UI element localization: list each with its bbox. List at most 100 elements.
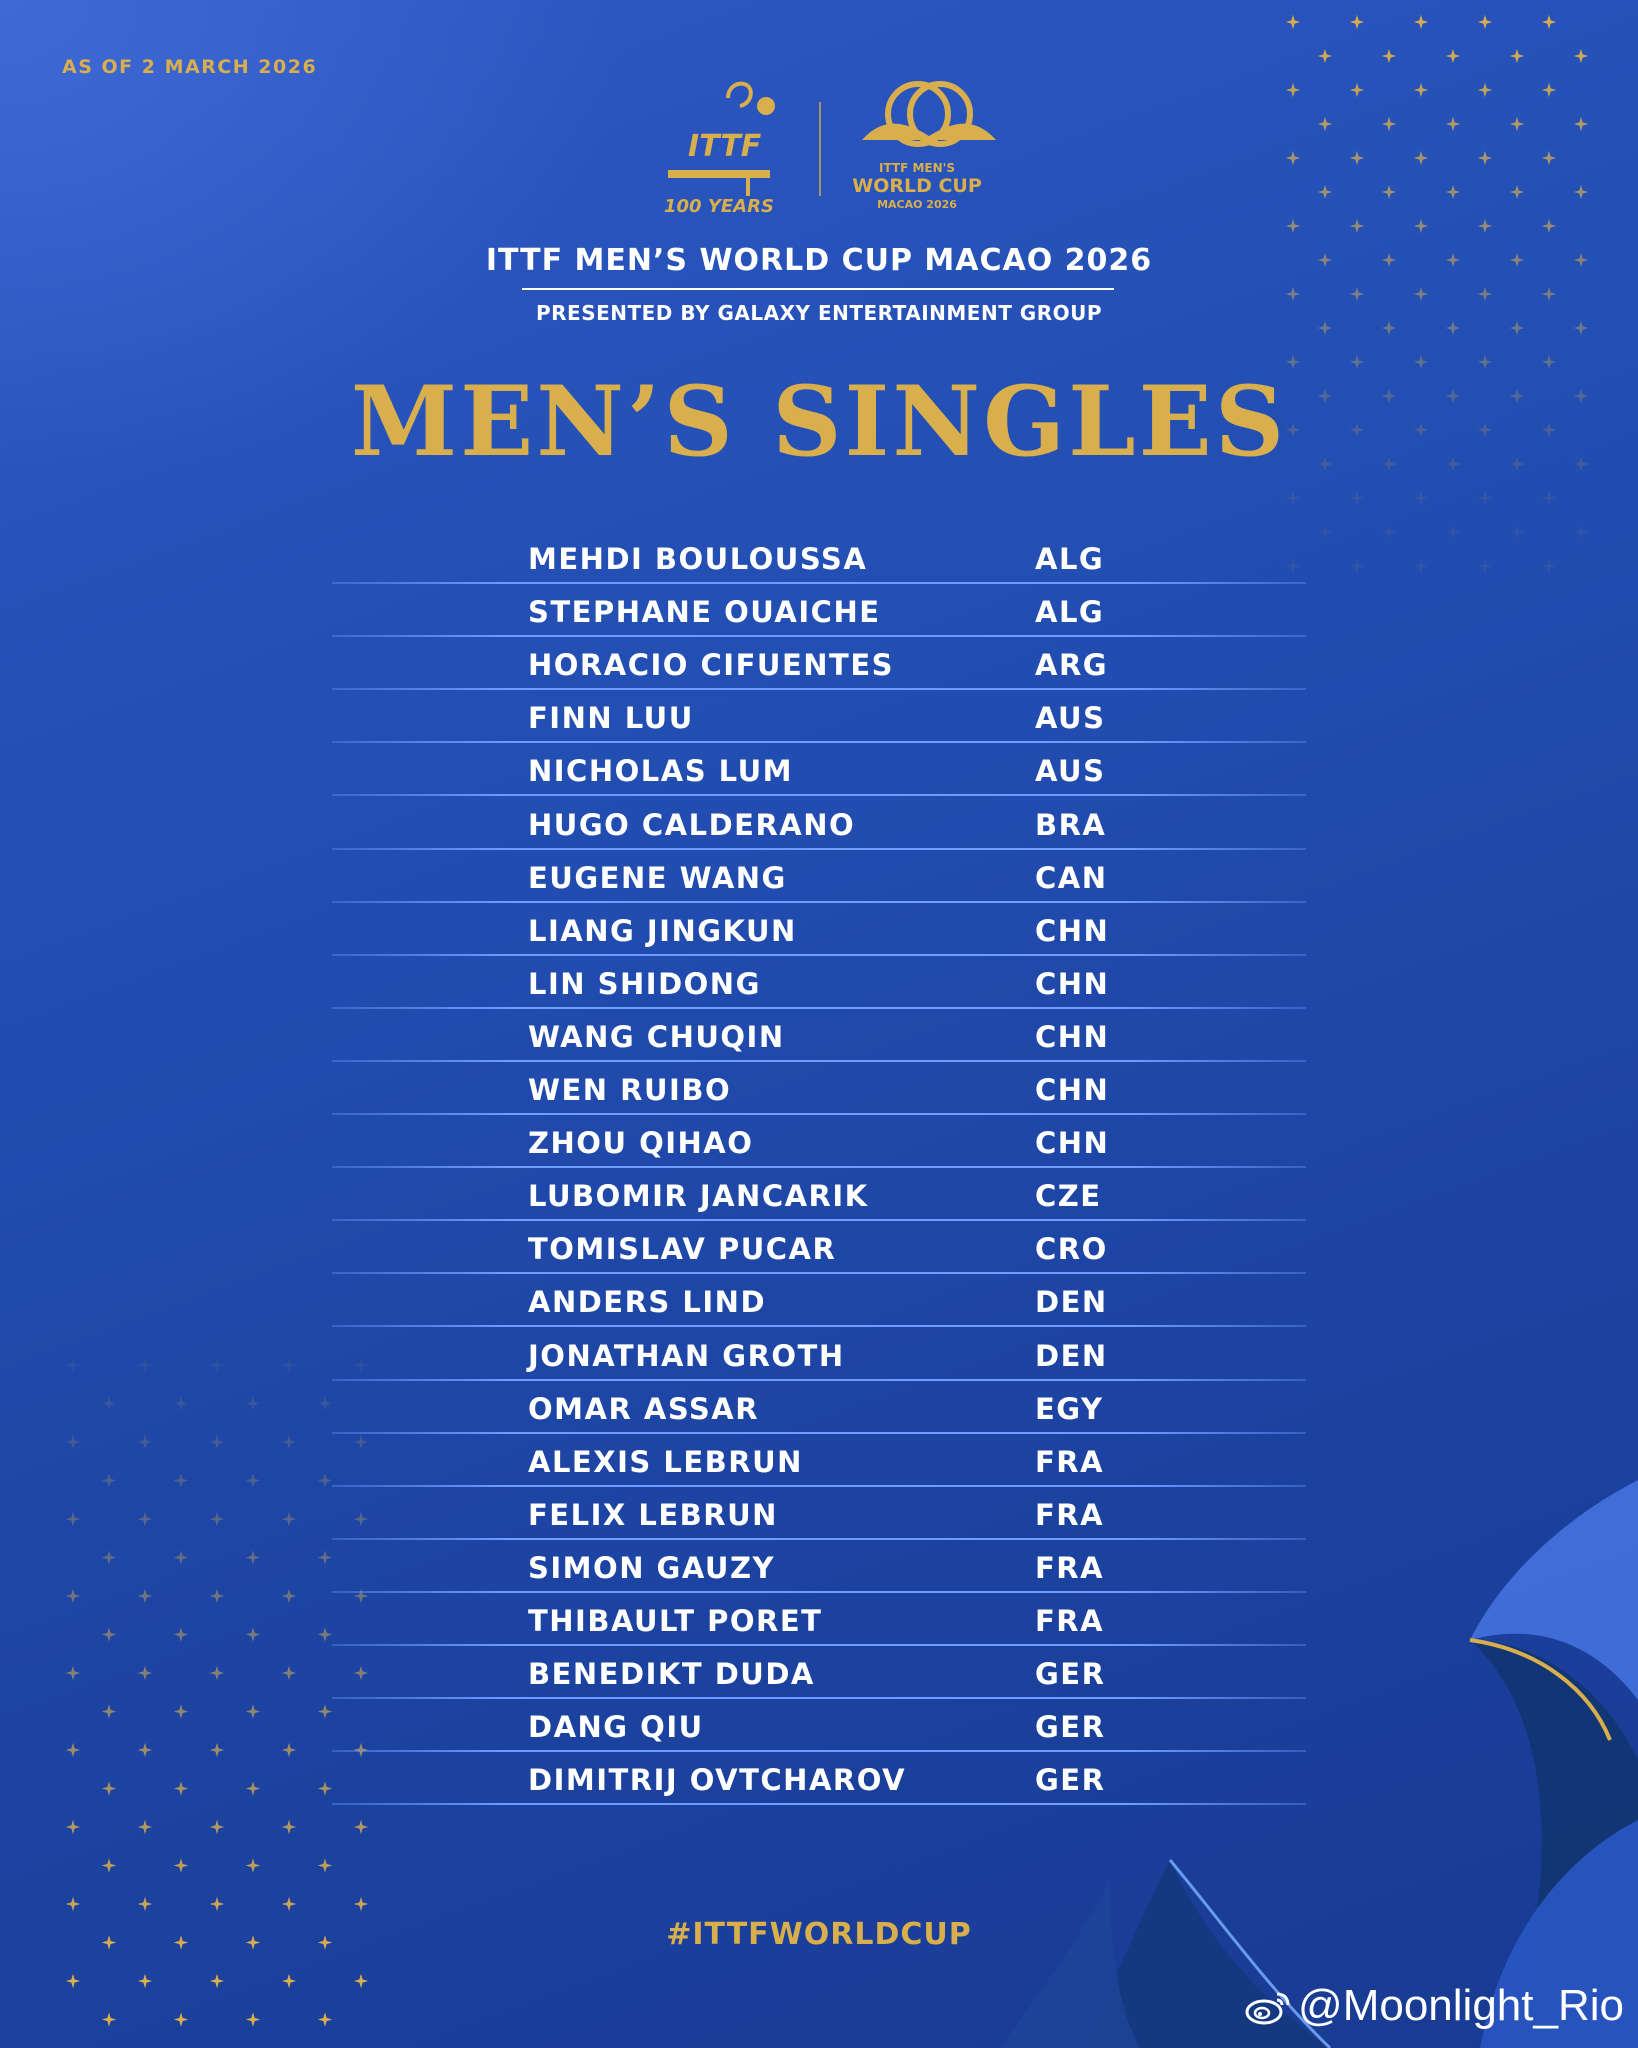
sparkle	[1349, 14, 1365, 30]
sparkle	[1573, 48, 1589, 64]
player-name: ANDERS LIND	[528, 1285, 767, 1320]
list-item: ZHOU QIHAO CHN	[332, 1117, 1306, 1170]
player-country: CZE	[1035, 1179, 1102, 1214]
sparkle	[65, 1665, 81, 1681]
sparkle	[173, 1473, 189, 1488]
player-country: FRA	[1035, 1603, 1105, 1638]
player-country: GER	[1035, 1657, 1106, 1692]
sparkle	[1381, 48, 1397, 64]
sparkle	[209, 1896, 225, 1912]
list-item: TOMISLAV PUCAR CRO	[332, 1223, 1306, 1276]
sparkle	[1541, 14, 1557, 30]
swoosh-shape	[1470, 1480, 1638, 1700]
presented-by: PRESENTED BY GALAXY ENTERTAINMENT GROUP	[535, 301, 1103, 325]
sparkle	[1477, 354, 1493, 370]
player-country: AUS	[1035, 701, 1106, 736]
sparkle	[1541, 558, 1557, 574]
sparkle	[245, 1396, 261, 1411]
sparkle	[65, 1434, 81, 1450]
player-name: WEN RUIBO	[528, 1073, 732, 1108]
sparkle	[65, 1588, 81, 1604]
player-country: ALG	[1035, 595, 1105, 630]
player-name: STEPHANE OUAICHE	[528, 595, 881, 630]
sparkle	[101, 2012, 117, 2027]
sparkle	[137, 1434, 153, 1450]
sparkle	[1381, 524, 1397, 540]
sparkle	[317, 1704, 333, 1719]
player-country: CHN	[1035, 913, 1110, 948]
hashtag: #ITTFWORLDCUP	[666, 1917, 972, 1952]
list-item: DIMITRIJ OVTCHAROV GER	[332, 1754, 1306, 1807]
sparkle	[209, 1973, 225, 1989]
sparkle	[1477, 558, 1493, 574]
sparkle	[209, 1742, 225, 1758]
sparkle	[65, 1896, 81, 1912]
sparkle	[1509, 48, 1525, 64]
sparkle	[1477, 218, 1493, 234]
sparkle	[137, 1742, 153, 1758]
sparkle	[245, 1781, 261, 1796]
player-country: FRA	[1035, 1444, 1105, 1479]
sparkle	[1541, 354, 1557, 370]
sparkle	[317, 1781, 333, 1796]
player-country: EGY	[1035, 1391, 1104, 1426]
player-name: BENEDIKT DUDA	[528, 1657, 815, 1692]
sparkle	[1285, 286, 1301, 302]
sparkle	[317, 1396, 333, 1411]
list-item: MEHDI BOULOUSSA ALG	[332, 533, 1306, 586]
ittf-100-years-logo: ITTF 100 YEARS	[664, 81, 775, 217]
weibo-icon	[1245, 1992, 1290, 2025]
sparkle	[173, 1858, 189, 1873]
player-name: THIBAULT PORET	[528, 1603, 823, 1638]
player-name: LIN SHIDONG	[528, 966, 761, 1001]
sparkle	[1477, 14, 1493, 30]
svg-text:WORLD CUP: WORLD CUP	[852, 175, 982, 197]
sparkle	[317, 2012, 333, 2027]
player-name: TOMISLAV PUCAR	[528, 1232, 837, 1267]
sparkle	[245, 1627, 261, 1642]
sparkle	[209, 1357, 225, 1373]
sparkle	[1413, 490, 1429, 506]
player-country: BRA	[1035, 807, 1107, 842]
player-country: DEN	[1035, 1285, 1108, 1320]
player-name: ZHOU QIHAO	[528, 1126, 754, 1161]
sparkle	[1413, 218, 1429, 234]
player-country: CHN	[1035, 1019, 1110, 1054]
list-item: THIBAULT PORET FRA	[332, 1595, 1306, 1648]
sparkle	[137, 1511, 153, 1527]
player-name: ALEXIS LEBRUN	[528, 1444, 803, 1479]
list-item: WANG CHUQIN CHN	[332, 1011, 1306, 1064]
sparkle	[245, 2012, 261, 2027]
sparkle	[1445, 524, 1461, 540]
list-item: LIANG JINGKUN CHN	[332, 905, 1306, 958]
player-country: ALG	[1035, 542, 1105, 577]
sparkle	[317, 1858, 333, 1873]
sparkle	[209, 1588, 225, 1604]
list-item: LIN SHIDONG CHN	[332, 958, 1306, 1011]
sparkle	[1509, 524, 1525, 540]
sparkle	[1349, 286, 1365, 302]
player-name: HORACIO CIFUENTES	[528, 648, 895, 683]
player-name: LIANG JINGKUN	[528, 913, 797, 948]
sparkle	[209, 1665, 225, 1681]
sparkle	[317, 1550, 333, 1565]
event-title: ITTF MEN’S WORLD CUP MACAO 2026	[485, 243, 1153, 278]
svg-text:MACAO 2026: MACAO 2026	[877, 198, 957, 211]
as-of-date: AS OF 2 MARCH 2026	[62, 56, 318, 78]
title-divider	[522, 288, 1114, 290]
list-item: SIMON GAUZY FRA	[332, 1542, 1306, 1595]
sparkle	[173, 2012, 189, 2027]
player-country: GER	[1035, 1710, 1106, 1745]
list-item: ALEXIS LEBRUN FRA	[332, 1436, 1306, 1489]
sparkle	[1285, 354, 1301, 370]
sparkle	[1541, 286, 1557, 302]
player-country: DEN	[1035, 1338, 1108, 1373]
sparkle	[245, 1704, 261, 1719]
sparkle	[1317, 524, 1333, 540]
sparkle	[1477, 286, 1493, 302]
event-logos: ITTF 100 YEARS ITTF MEN'S WORLD CUP MACA…	[664, 81, 996, 217]
list-item: BENEDIKT DUDA GER	[332, 1648, 1306, 1701]
sparkle	[1445, 48, 1461, 64]
sparkle	[1413, 286, 1429, 302]
sparkle	[173, 1550, 189, 1565]
